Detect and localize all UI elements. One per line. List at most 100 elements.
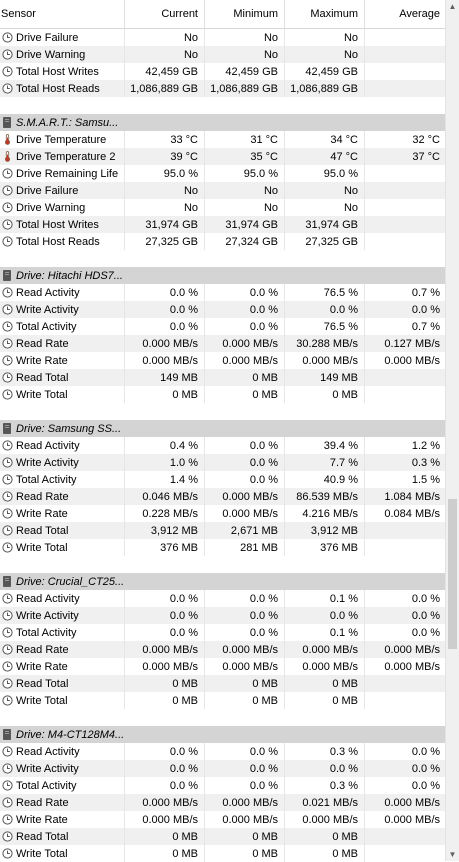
drive-icon xyxy=(2,117,13,128)
average-value xyxy=(365,522,446,539)
sensor-row[interactable]: Write Total 0 MB 0 MB 0 MB xyxy=(0,386,446,403)
group-header-row[interactable]: S.M.A.R.T.: Samsu... xyxy=(0,114,446,131)
clock-icon xyxy=(2,848,13,859)
maximum-value: No xyxy=(285,199,365,216)
average-value: 37 °C xyxy=(412,150,440,163)
maximum-value: 95.0 % xyxy=(285,165,365,182)
sensor-name-cell: Write Total xyxy=(0,845,125,862)
column-header-current[interactable]: Current xyxy=(125,0,205,28)
minimum-value: 0.000 MB/s xyxy=(205,352,285,369)
maximum-value: No xyxy=(285,29,365,46)
sensor-row[interactable]: Write Activity 0.0 % 0.0 % 0.0 % 0.0 % xyxy=(0,301,446,318)
sensor-row[interactable]: Write Activity 1.0 % 0.0 % 7.7 % 0.3 % xyxy=(0,454,446,471)
minimum-value: 0.000 MB/s xyxy=(205,505,285,522)
average-value xyxy=(365,828,446,845)
sensor-row[interactable]: Read Activity 0.0 % 0.0 % 76.5 % 0.7 % xyxy=(0,284,446,301)
group-header-row[interactable]: Drive: M4-CT128M4... xyxy=(0,726,446,743)
sensor-row[interactable]: Write Total 376 MB 281 MB 376 MB xyxy=(0,539,446,556)
scroll-up-arrow-icon[interactable]: ▲ xyxy=(448,2,457,11)
sensor-row[interactable]: Read Activity 0.0 % 0.0 % 0.1 % 0.0 % xyxy=(0,590,446,607)
average-value: 0.127 MB/s xyxy=(384,337,440,350)
clock-icon xyxy=(2,678,13,689)
sensor-row[interactable]: Read Total 149 MB 0 MB 149 MB xyxy=(0,369,446,386)
sensor-row[interactable]: Drive Temperature 33 °C 31 °C 34 °C 32 °C xyxy=(0,131,446,148)
spacer-row xyxy=(0,97,446,114)
column-header-maximum[interactable]: Maximum xyxy=(285,0,365,28)
sensor-row[interactable]: Read Rate 0.000 MB/s 0.000 MB/s 30.288 MB/s… xyxy=(0,335,446,352)
current-value: 0.0 % xyxy=(125,301,205,318)
sensor-row[interactable]: Write Rate 0.000 MB/s 0.000 MB/s 0.000 MB/s… xyxy=(0,658,446,675)
sensor-row[interactable]: Write Rate 0.000 MB/s 0.000 MB/s 0.000 MB/s… xyxy=(0,811,446,828)
clock-icon xyxy=(2,661,13,672)
average-value xyxy=(365,692,446,709)
sensor-name-cell: Write Activity xyxy=(0,607,125,624)
group-header-row[interactable]: Drive: Samsung SS... xyxy=(0,420,446,437)
vertical-scrollbar[interactable]: ▲ ▼ xyxy=(445,0,459,861)
sensor-row[interactable]: Write Total 0 MB 0 MB 0 MB xyxy=(0,845,446,862)
scrollbar-thumb[interactable] xyxy=(448,499,457,650)
current-value: 0.4 % xyxy=(125,437,205,454)
maximum-value: 76.5 % xyxy=(285,284,365,301)
sensor-row[interactable]: Read Rate 0.000 MB/s 0.000 MB/s 0.021 MB/s 0… xyxy=(0,794,446,811)
sensor-row[interactable]: Total Activity 0.0 % 0.0 % 0.1 % 0.0 % xyxy=(0,624,446,641)
sensor-row[interactable]: Total Host Writes 31,974 GB 31,974 GB 31,97… xyxy=(0,216,446,233)
sensor-row[interactable]: Total Host Reads 27,325 GB 27,324 GB 27,325… xyxy=(0,233,446,250)
sensor-row[interactable]: Drive Warning No No No xyxy=(0,46,446,63)
sensor-name-cell: Total Activity xyxy=(0,624,125,641)
average-value xyxy=(365,80,446,97)
minimum-value: 0.0 % xyxy=(205,624,285,641)
sensor-name-cell: Drive Failure xyxy=(0,182,125,199)
sensor-name-cell: Read Activity xyxy=(0,590,125,607)
sensor-name: Write Total xyxy=(16,541,68,554)
average-value xyxy=(365,386,446,403)
sensor-row[interactable]: Read Activity 0.0 % 0.0 % 0.3 % 0.0 % xyxy=(0,743,446,760)
sensor-row[interactable]: Drive Failure No No No xyxy=(0,29,446,46)
sensor-row[interactable]: Write Rate 0.000 MB/s 0.000 MB/s 0.000 MB/s… xyxy=(0,352,446,369)
column-header-sensor[interactable]: Sensor xyxy=(0,0,125,28)
clock-icon xyxy=(2,321,13,332)
sensor-row[interactable]: Write Total 0 MB 0 MB 0 MB xyxy=(0,692,446,709)
sensor-name-cell: Write Total xyxy=(0,692,125,709)
sensor-name: Total Host Writes xyxy=(16,218,99,231)
sensor-row[interactable]: Drive Remaining Life 95.0 % 95.0 % 95.0 % xyxy=(0,165,446,182)
group-name: Drive: Hitachi HDS7... xyxy=(16,269,123,282)
sensor-name-cell: Read Rate xyxy=(0,794,125,811)
sensor-row[interactable]: Read Total 0 MB 0 MB 0 MB xyxy=(0,828,446,845)
sensor-row[interactable]: Write Activity 0.0 % 0.0 % 0.0 % 0.0 % xyxy=(0,760,446,777)
sensor-name: Read Activity xyxy=(16,592,80,605)
sensor-row[interactable]: Total Activity 0.0 % 0.0 % 0.3 % 0.0 % xyxy=(0,777,446,794)
sensor-name: Read Total xyxy=(16,830,69,843)
minimum-value: 0 MB xyxy=(205,845,285,862)
sensor-table: Sensor Current Minimum Maximum Average D… xyxy=(0,0,446,862)
current-value: No xyxy=(125,182,205,199)
maximum-value: 0.1 % xyxy=(285,590,365,607)
column-header-minimum[interactable]: Minimum xyxy=(205,0,285,28)
sensor-row[interactable]: Drive Warning No No No xyxy=(0,199,446,216)
sensor-row[interactable]: Total Activity 0.0 % 0.0 % 76.5 % 0.7 % xyxy=(0,318,446,335)
scroll-down-arrow-icon[interactable]: ▼ xyxy=(448,850,457,859)
sensor-row[interactable]: Read Total 3,912 MB 2,671 MB 3,912 MB xyxy=(0,522,446,539)
sensor-row[interactable]: Total Host Writes 42,459 GB 42,459 GB 42,45… xyxy=(0,63,446,80)
clock-icon xyxy=(2,610,13,621)
clock-icon xyxy=(2,780,13,791)
average-value: 0.000 MB/s xyxy=(384,796,440,809)
sensor-row[interactable]: Read Rate 0.046 MB/s 0.000 MB/s 86.539 MB/s… xyxy=(0,488,446,505)
sensor-row[interactable]: Write Activity 0.0 % 0.0 % 0.0 % 0.0 % xyxy=(0,607,446,624)
current-value: 376 MB xyxy=(125,539,205,556)
group-header-row[interactable]: Drive: Hitachi HDS7... xyxy=(0,267,446,284)
sensor-row[interactable]: Drive Failure No No No xyxy=(0,182,446,199)
sensor-row[interactable]: Read Rate 0.000 MB/s 0.000 MB/s 0.000 MB/s 0… xyxy=(0,641,446,658)
sensor-row[interactable]: Total Host Reads 1,086,889 GB 1,086,889 GB… xyxy=(0,80,446,97)
minimum-value: 0 MB xyxy=(205,369,285,386)
current-value: 33 °C xyxy=(125,131,205,148)
minimum-value: 0.0 % xyxy=(205,301,285,318)
column-header-average[interactable]: Average xyxy=(399,8,440,20)
sensor-row[interactable]: Write Rate 0.228 MB/s 0.000 MB/s 4.216 MB/s… xyxy=(0,505,446,522)
sensor-row[interactable]: Total Activity 1.4 % 0.0 % 40.9 % 1.5 % xyxy=(0,471,446,488)
current-value: 0.0 % xyxy=(125,760,205,777)
sensor-row[interactable]: Drive Temperature 2 39 °C 35 °C 47 °C 37 °C xyxy=(0,148,446,165)
group-header-row[interactable]: Drive: Crucial_CT25... xyxy=(0,573,446,590)
minimum-value: 42,459 GB xyxy=(205,63,285,80)
sensor-row[interactable]: Read Total 0 MB 0 MB 0 MB xyxy=(0,675,446,692)
sensor-row[interactable]: Read Activity 0.4 % 0.0 % 39.4 % 1.2 % xyxy=(0,437,446,454)
